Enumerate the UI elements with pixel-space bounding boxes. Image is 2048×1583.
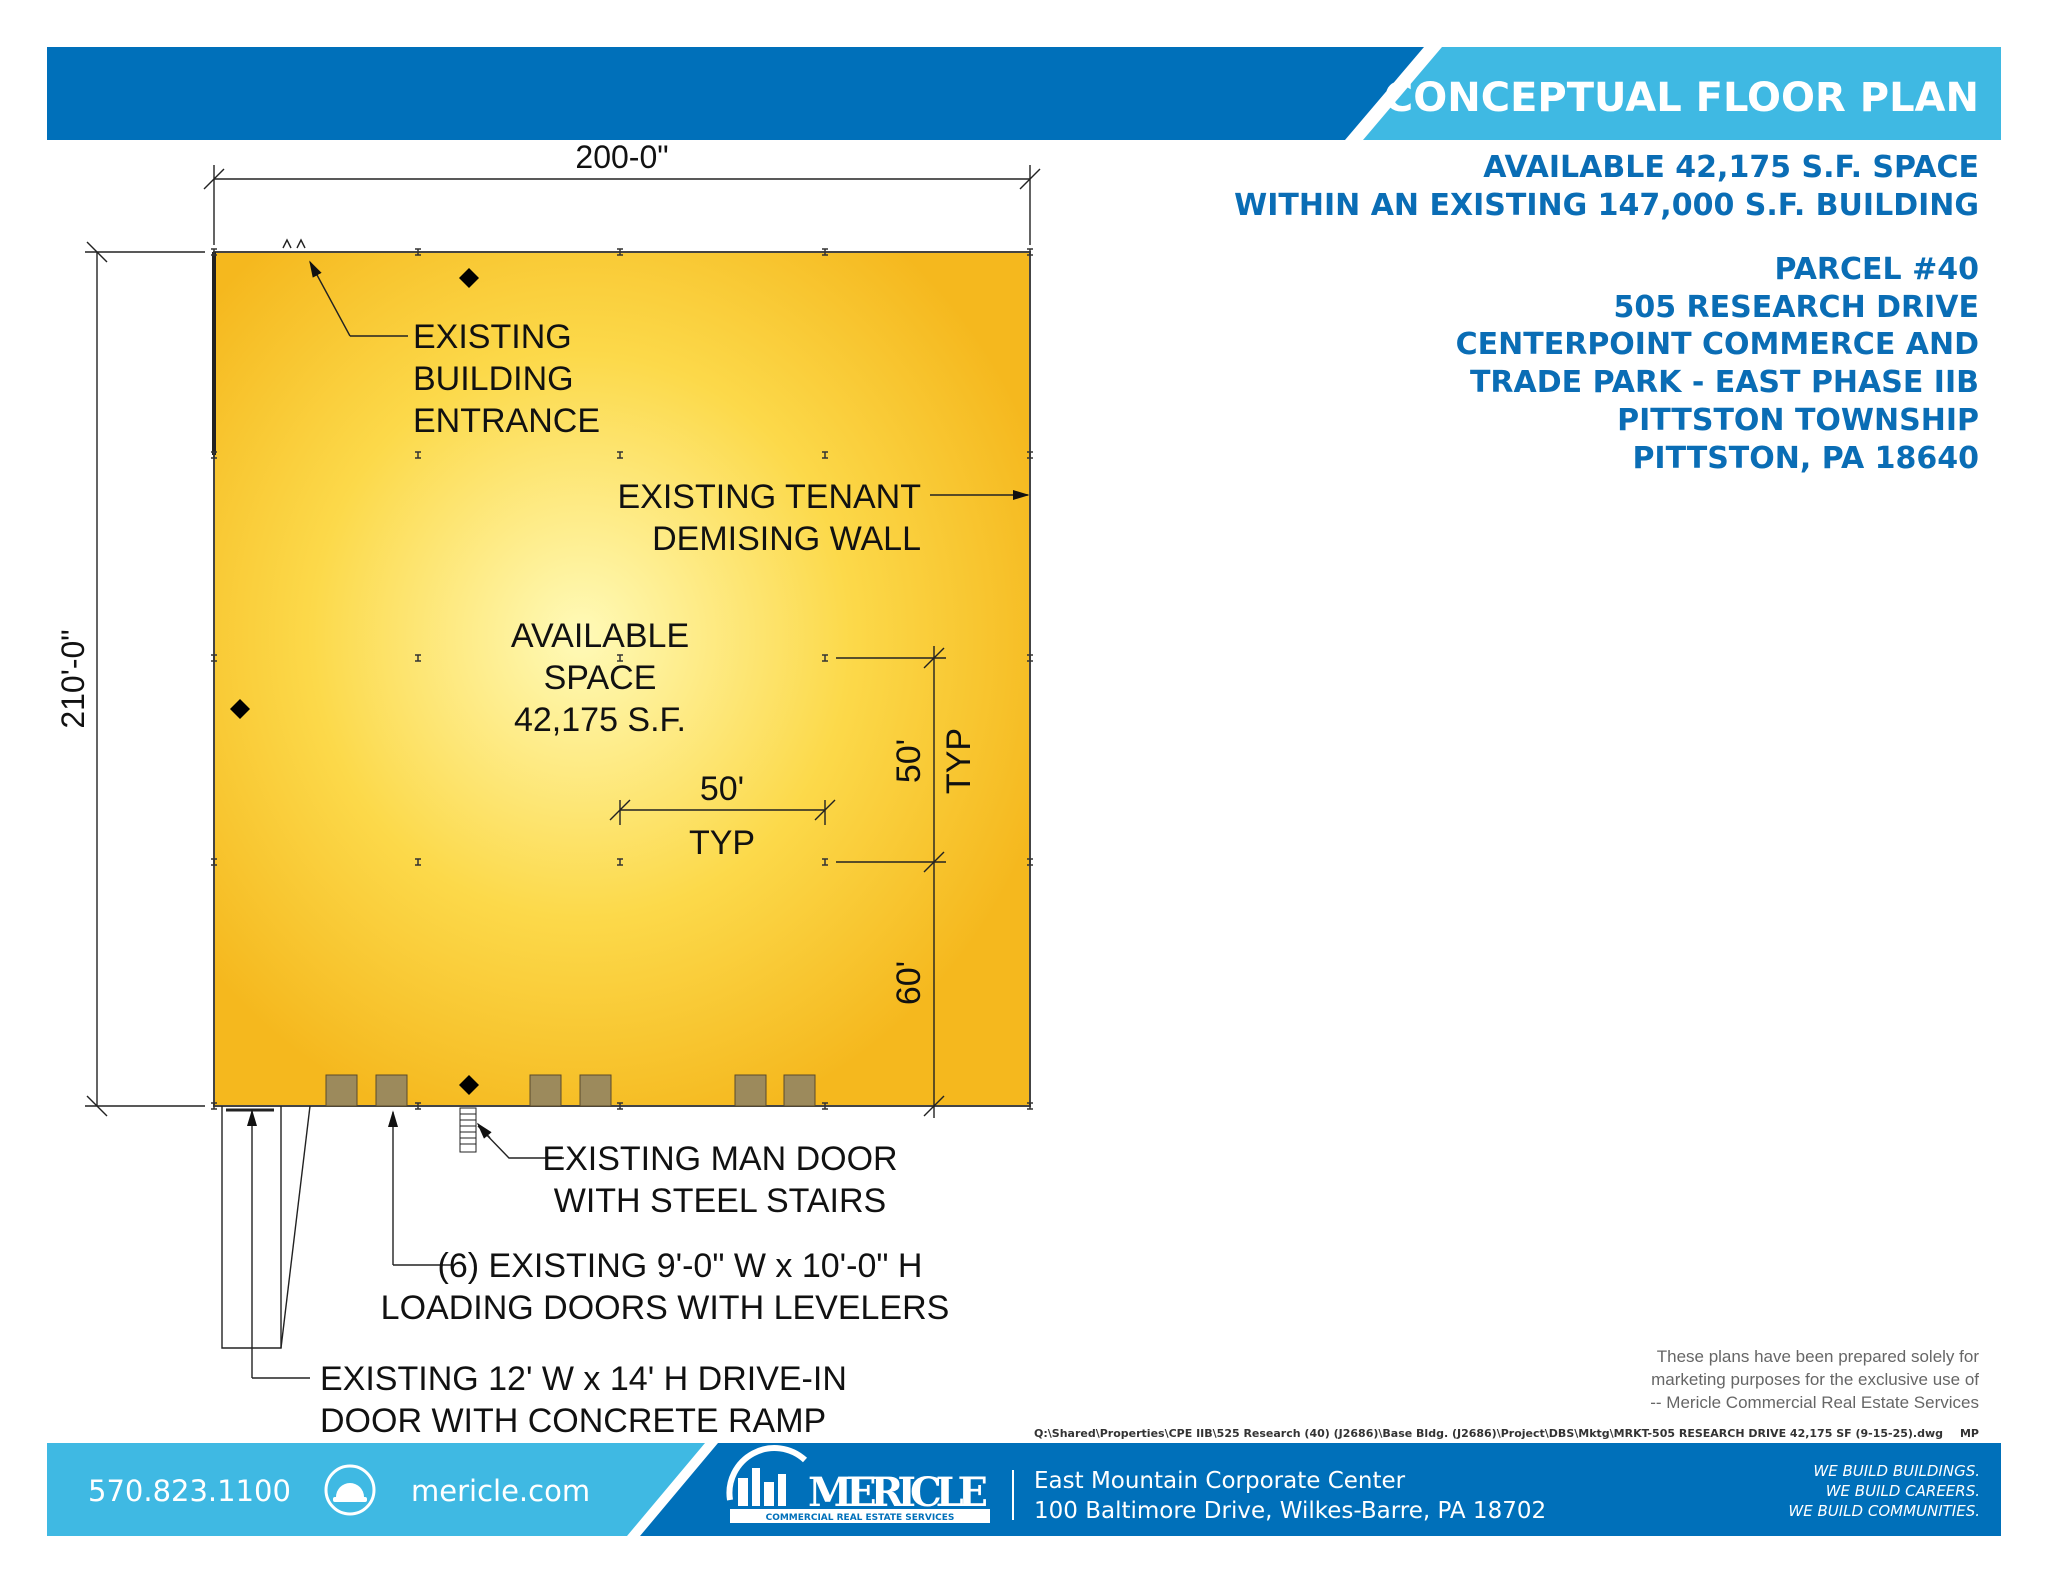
- column-marker: [211, 858, 217, 866]
- entrance-label: ENTRANCE: [413, 402, 600, 440]
- column-marker: [211, 248, 217, 256]
- column-marker: [211, 654, 217, 662]
- entrance-label: BUILDING: [413, 360, 574, 398]
- logo-name: MERICLE: [808, 1469, 988, 1516]
- column-marker: [415, 858, 421, 866]
- diamond-marker: [230, 699, 250, 719]
- address-line-2: 100 Baltimore Drive, Wilkes-Barre, PA 18…: [1034, 1498, 1546, 1524]
- height-dimension: 210'-0": [55, 629, 91, 728]
- page-title: CONCEPTUAL FLOOR PLAN: [1384, 75, 1979, 121]
- available-label: SPACE: [544, 659, 657, 697]
- info-line: PARCEL #40: [1774, 252, 1979, 287]
- column-marker: [822, 654, 828, 662]
- end-bay-depth: 60': [890, 961, 928, 1005]
- column-marker: [822, 858, 828, 866]
- column-marker: [822, 248, 828, 256]
- column-marker: [617, 248, 623, 256]
- info-line: AVAILABLE 42,175 S.F. SPACE: [1483, 150, 1979, 185]
- hard-hat-icon: [324, 1464, 376, 1516]
- column-marker: [415, 451, 421, 459]
- column-marker: [617, 858, 623, 866]
- header-banner: CONCEPTUAL FLOOR PLAN: [47, 47, 2001, 140]
- bay-depth: 50': [890, 739, 928, 783]
- bay-width-typ: TYP: [689, 824, 755, 862]
- column-marker: [211, 451, 217, 459]
- file-path: Q:\Shared\Properties\CPE IIB\525 Researc…: [1034, 1427, 1943, 1440]
- tagline: WE BUILD COMMUNITIES.: [1788, 1502, 1980, 1520]
- column-marker: [415, 248, 421, 256]
- man-door-label: EXISTING MAN DOOR: [542, 1140, 897, 1178]
- info-line: CENTERPOINT COMMERCE AND: [1456, 327, 1979, 362]
- loading-doors-label: (6) EXISTING 9'-0" W x 10'-0" H: [438, 1247, 923, 1285]
- logo-subtitle: COMMERCIAL REAL ESTATE SERVICES: [766, 1513, 955, 1523]
- drive-in-label: EXISTING 12' W x 14' H DRIVE-IN: [320, 1360, 847, 1398]
- demising-label: EXISTING TENANT: [617, 478, 921, 516]
- tagline: WE BUILD CAREERS.: [1826, 1482, 1980, 1500]
- column-marker: [822, 1102, 828, 1110]
- phone-number[interactable]: 570.823.1100: [88, 1474, 291, 1508]
- column-marker: [1027, 451, 1033, 459]
- steel-stairs: [459, 1107, 477, 1153]
- disclaimer-line: marketing purposes for the exclusive use…: [1651, 1370, 1979, 1389]
- property-info: AVAILABLE 42,175 S.F. SPACE WITHIN AN EX…: [1234, 150, 1979, 476]
- address-line-1: East Mountain Corporate Center: [1034, 1468, 1406, 1494]
- floor-plan: 200-0" 210'-0" EXISTING BUILDING ENTRANC…: [55, 139, 1041, 1440]
- info-line: PITTSTON, PA 18640: [1632, 441, 1979, 476]
- info-line: WITHIN AN EXISTING 147,000 S.F. BUILDING: [1234, 188, 1979, 223]
- website-link[interactable]: mericle.com: [411, 1474, 590, 1508]
- column-marker: [1027, 654, 1033, 662]
- loading-doors: [325, 1074, 816, 1107]
- diamond-marker: [459, 1075, 479, 1095]
- disclaimer-line: -- Mericle Commercial Real Estate Servic…: [1650, 1393, 1979, 1412]
- info-line: PITTSTON TOWNSHIP: [1617, 403, 1979, 438]
- mericle-logo: MERICLE COMMERCIAL REAL ESTATE SERVICES: [726, 1445, 990, 1523]
- column-marker: [617, 451, 623, 459]
- disclaimer: These plans have been prepared solely fo…: [1650, 1347, 1979, 1412]
- loading-doors-label: LOADING DOORS WITH LEVELERS: [381, 1289, 950, 1327]
- file-initials: MP: [1960, 1427, 1979, 1440]
- disclaimer-line: These plans have been prepared solely fo…: [1657, 1347, 1980, 1366]
- column-marker: [822, 451, 828, 459]
- bay-width: 50': [700, 770, 744, 808]
- width-dimension: 200-0": [575, 139, 668, 175]
- column-marker: [617, 1102, 623, 1110]
- column-marker: [617, 654, 623, 662]
- info-line: 505 RESEARCH DRIVE: [1613, 290, 1979, 325]
- available-area: 42,175 S.F.: [514, 701, 686, 739]
- drive-in-label: DOOR WITH CONCRETE RAMP: [320, 1402, 826, 1440]
- entrance-label: EXISTING: [413, 318, 572, 356]
- column-marker: [1027, 248, 1033, 256]
- info-line: TRADE PARK - EAST PHASE IIB: [1470, 365, 1979, 400]
- diamond-marker: [459, 268, 479, 288]
- available-space-area: [213, 251, 1031, 1107]
- column-marker: [415, 654, 421, 662]
- demising-label: DEMISING WALL: [652, 520, 921, 558]
- column-marker: [1027, 858, 1033, 866]
- man-door-label: WITH STEEL STAIRS: [554, 1182, 886, 1220]
- footer: 570.823.1100 mericle.com MERICLE COMMERC…: [47, 1443, 2001, 1536]
- column-marker: [415, 1102, 421, 1110]
- column-grid: [211, 248, 1033, 1110]
- available-label: AVAILABLE: [511, 617, 689, 655]
- column-marker: [1027, 1102, 1033, 1110]
- bay-depth-typ: TYP: [940, 728, 978, 794]
- tagline: WE BUILD BUILDINGS.: [1813, 1462, 1980, 1480]
- column-marker: [211, 1102, 217, 1110]
